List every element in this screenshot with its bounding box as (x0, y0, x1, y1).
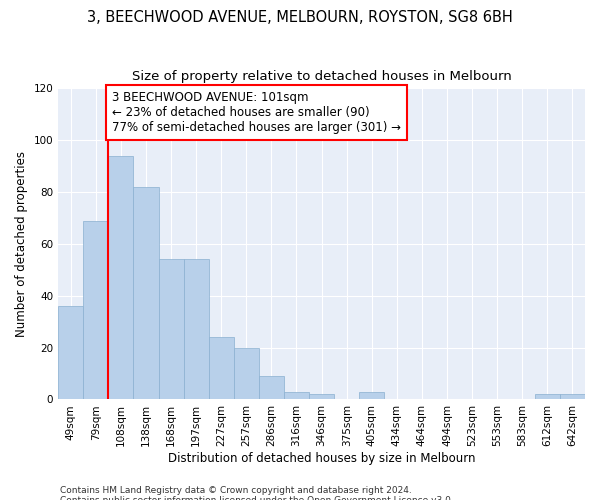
Bar (359, 392, 385, 400)
Bar (284, 392, 309, 400)
Title: Size of property relative to detached houses in Melbourn: Size of property relative to detached ho… (132, 70, 511, 83)
Bar (158, 260, 184, 400)
Bar (58, 306, 83, 400)
Bar (184, 260, 209, 400)
Bar (259, 376, 284, 400)
Bar (560, 394, 585, 400)
Bar (133, 187, 158, 400)
X-axis label: Distribution of detached houses by size in Melbourn: Distribution of detached houses by size … (168, 452, 475, 465)
Bar (234, 348, 259, 400)
Y-axis label: Number of detached properties: Number of detached properties (15, 151, 28, 337)
Bar (83, 220, 109, 400)
Bar (535, 394, 560, 400)
Bar (209, 337, 234, 400)
Text: 3, BEECHWOOD AVENUE, MELBOURN, ROYSTON, SG8 6BH: 3, BEECHWOOD AVENUE, MELBOURN, ROYSTON, … (87, 10, 513, 25)
Bar (309, 394, 334, 400)
Bar (109, 156, 133, 400)
Text: 3 BEECHWOOD AVENUE: 101sqm
← 23% of detached houses are smaller (90)
77% of semi: 3 BEECHWOOD AVENUE: 101sqm ← 23% of deta… (112, 91, 401, 134)
Text: Contains HM Land Registry data © Crown copyright and database right 2024.: Contains HM Land Registry data © Crown c… (60, 486, 412, 495)
Text: Contains public sector information licensed under the Open Government Licence v3: Contains public sector information licen… (60, 496, 454, 500)
